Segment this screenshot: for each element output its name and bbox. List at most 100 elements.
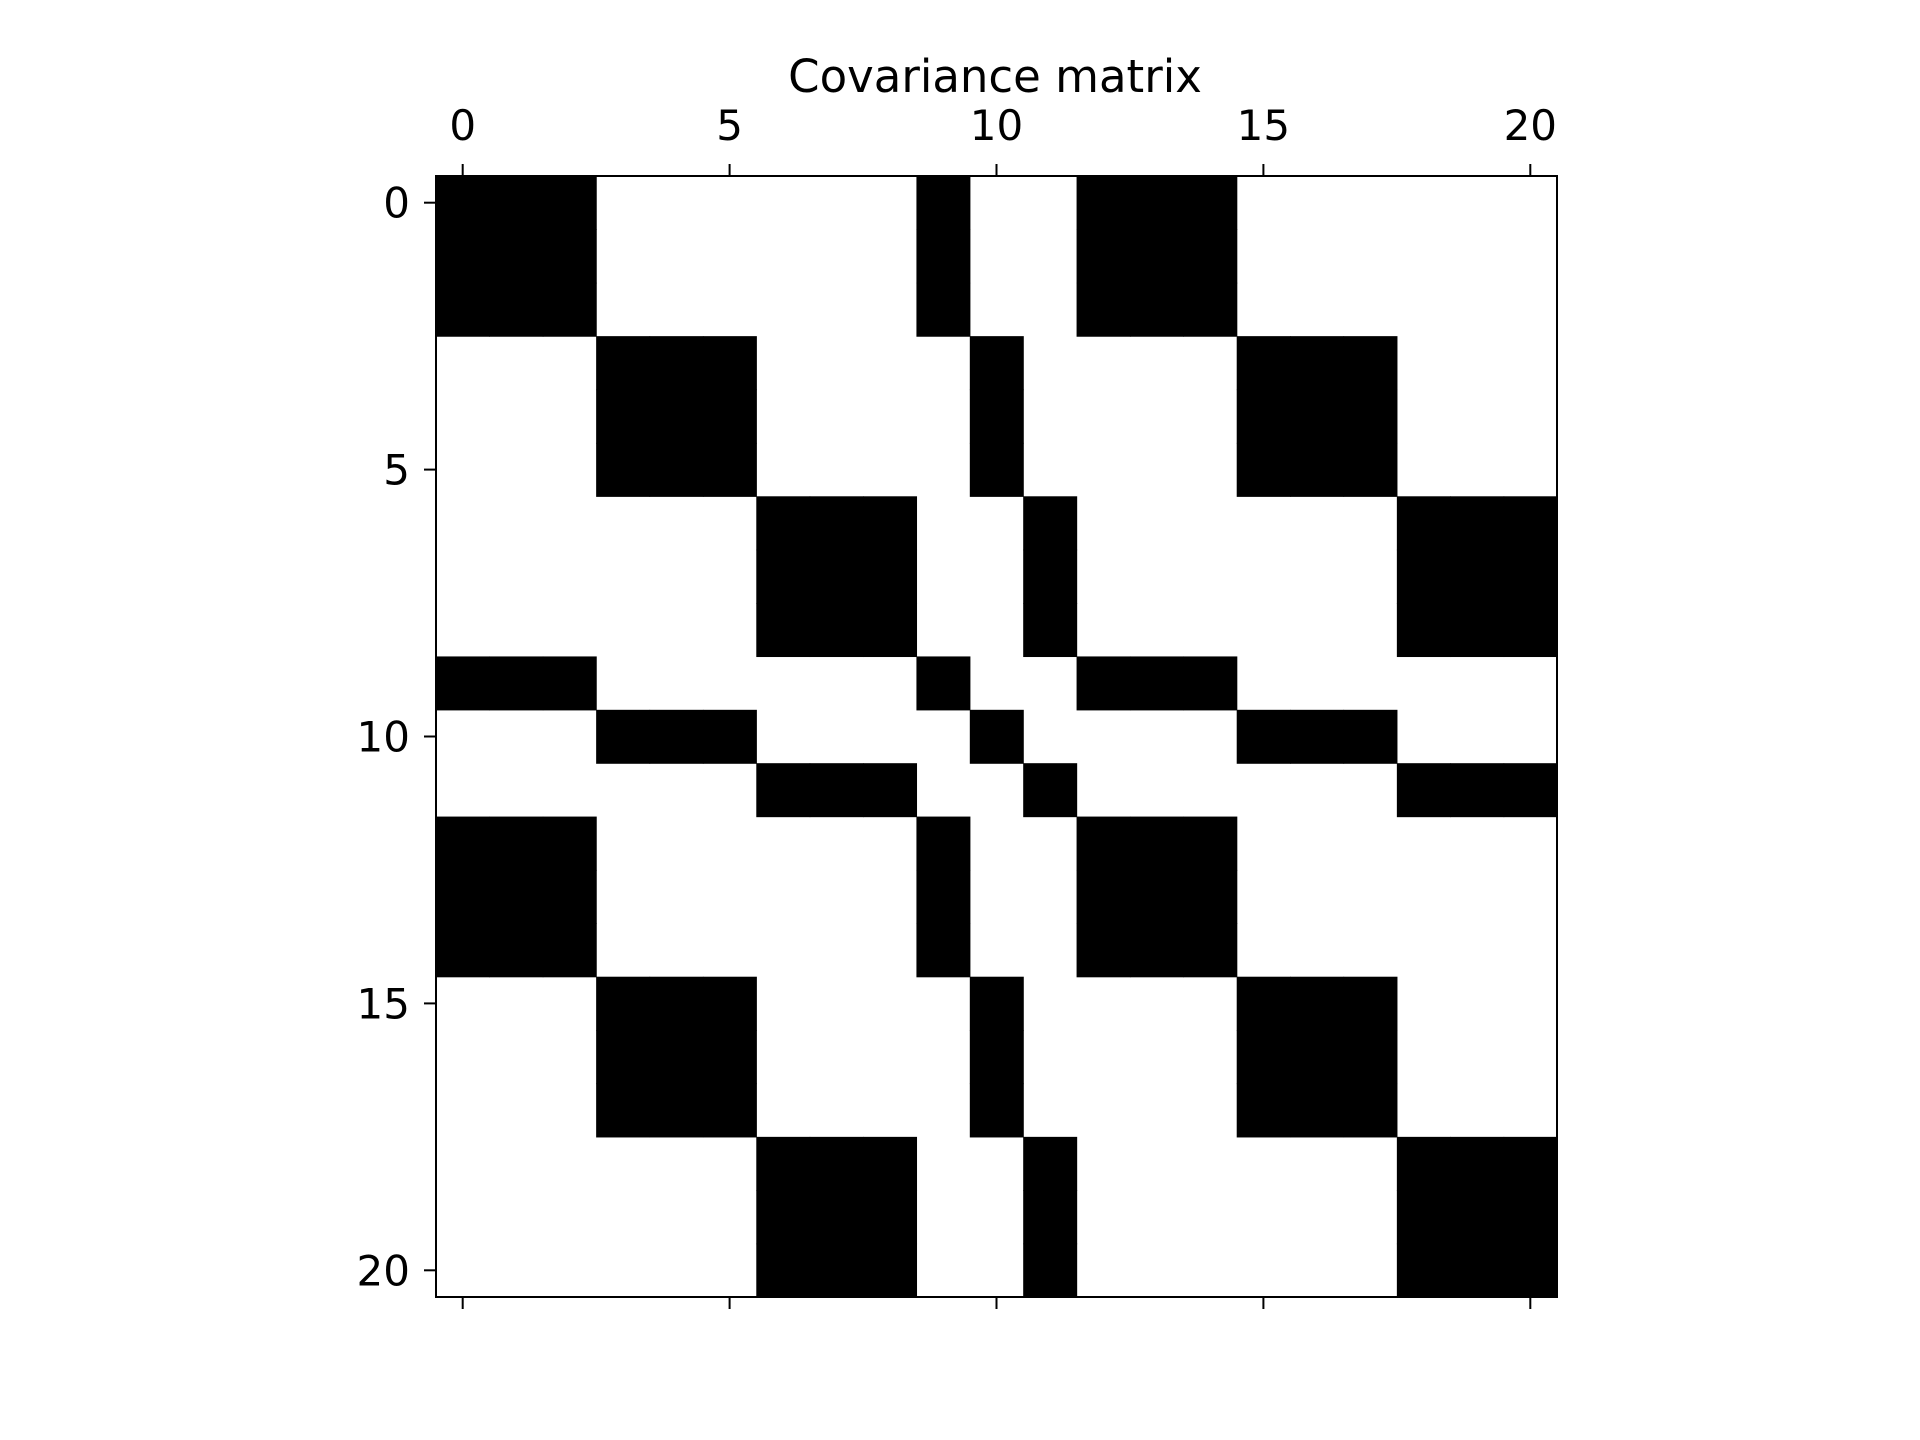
heatmap-cell-15-17 <box>1343 976 1398 1031</box>
heatmap-cell-17-4 <box>649 1083 704 1138</box>
heatmap-cell-9-13 <box>1129 656 1184 711</box>
heatmap-cell-14-13 <box>1129 923 1184 978</box>
x-tick-label-20: 20 <box>1504 101 1557 150</box>
heatmap-cell-9-0 <box>436 656 490 711</box>
x-tick-label-0: 0 <box>449 101 476 150</box>
heatmap-cell-0-13 <box>1129 176 1184 230</box>
heatmap-cell-2-0 <box>436 282 490 337</box>
heatmap-cell-6-11 <box>1023 496 1078 551</box>
heatmap-cell-6-6 <box>756 496 811 551</box>
y-tick-label-20: 20 <box>357 1246 410 1295</box>
heatmap-cell-1-0 <box>436 229 490 284</box>
x-tick-label-15: 15 <box>1237 101 1290 150</box>
heatmap-cell-1-12 <box>1076 229 1131 284</box>
heatmap-cell-14-14 <box>1183 923 1238 978</box>
axis-ticks: 0 5 10 15 20 0 5 10 15 20 <box>357 101 1557 1309</box>
heatmap-cell-12-0 <box>436 816 490 871</box>
heatmap-cell-2-14 <box>1183 282 1238 337</box>
heatmap-cell-6-8 <box>863 496 918 551</box>
heatmap-cell-15-5 <box>702 976 757 1031</box>
heatmap-cell-5-3 <box>596 442 651 497</box>
heatmap-cell-7-7 <box>809 549 864 604</box>
heatmap-cell-20-8 <box>863 1243 918 1298</box>
heatmap-cell-19-11 <box>1023 1190 1078 1245</box>
heatmap-cell-9-14 <box>1183 656 1238 711</box>
heatmap-cell-11-19 <box>1450 763 1505 818</box>
heatmap-cell-3-10 <box>969 336 1024 391</box>
heatmap-cell-14-12 <box>1076 923 1131 978</box>
heatmap-cell-5-17 <box>1343 442 1398 497</box>
heatmap-cell-19-19 <box>1450 1190 1505 1245</box>
heatmap-cell-12-9 <box>916 816 971 871</box>
heatmap-cell-4-17 <box>1343 389 1398 444</box>
heatmap-cell-3-3 <box>596 336 651 391</box>
heatmap-cell-15-15 <box>1236 976 1291 1031</box>
heatmap-cell-7-6 <box>756 549 811 604</box>
heatmap-cell-1-13 <box>1129 229 1184 284</box>
heatmap-cell-10-16 <box>1290 709 1345 764</box>
heatmap-cell-14-9 <box>916 923 971 978</box>
heatmap-cell-19-7 <box>809 1190 864 1245</box>
heatmap-cell-7-11 <box>1023 549 1078 604</box>
heatmap-cell-3-17 <box>1343 336 1398 391</box>
heatmap-cell-20-19 <box>1450 1243 1505 1298</box>
heatmap-cell-2-13 <box>1129 282 1184 337</box>
heatmap-cell-4-10 <box>969 389 1024 444</box>
heatmap-cell-4-16 <box>1290 389 1345 444</box>
heatmap-cell-12-14 <box>1183 816 1238 871</box>
heatmap-cell-16-4 <box>649 1030 704 1085</box>
heatmap-cell-16-3 <box>596 1030 651 1085</box>
heatmap-cell-7-19 <box>1450 549 1505 604</box>
heatmap-cell-2-12 <box>1076 282 1131 337</box>
heatmap-cell-6-7 <box>809 496 864 551</box>
heatmap-cell-15-3 <box>596 976 651 1031</box>
heatmap-cell-7-20 <box>1503 549 1558 604</box>
heatmap-cell-8-8 <box>863 603 918 658</box>
heatmap-cell-2-2 <box>542 282 597 337</box>
heatmap-cell-3-15 <box>1236 336 1291 391</box>
heatmap-cell-17-10 <box>969 1083 1024 1138</box>
heatmap-cell-15-10 <box>969 976 1024 1031</box>
heatmap-cell-9-1 <box>489 656 544 711</box>
heatmap-cell-0-1 <box>489 176 544 230</box>
heatmap-cell-19-6 <box>756 1190 811 1245</box>
heatmap-cell-0-14 <box>1183 176 1238 230</box>
heatmap-cell-6-20 <box>1503 496 1558 551</box>
heatmap-cell-20-7 <box>809 1243 864 1298</box>
heatmap-cell-15-16 <box>1290 976 1345 1031</box>
heatmap-cell-4-15 <box>1236 389 1291 444</box>
heatmap-cell-10-3 <box>596 709 651 764</box>
heatmap-cell-20-20 <box>1503 1243 1558 1298</box>
heatmap-cell-1-2 <box>542 229 597 284</box>
heatmap-cell-16-16 <box>1290 1030 1345 1085</box>
heatmap-cell-12-2 <box>542 816 597 871</box>
heatmap-cell-20-11 <box>1023 1243 1078 1298</box>
heatmap-cell-3-4 <box>649 336 704 391</box>
heatmap-cell-17-3 <box>596 1083 651 1138</box>
heatmap-cell-11-6 <box>756 763 811 818</box>
heatmap-cell-9-2 <box>542 656 597 711</box>
heatmap-cell-9-12 <box>1076 656 1131 711</box>
heatmap-cell-12-13 <box>1129 816 1184 871</box>
heatmap-cell-0-2 <box>542 176 597 230</box>
heatmap-cell-5-5 <box>702 442 757 497</box>
heatmap-cell-12-1 <box>489 816 544 871</box>
heatmap-cell-13-0 <box>436 869 490 924</box>
heatmap-cell-12-12 <box>1076 816 1131 871</box>
heatmap-cell-9-9 <box>916 656 971 711</box>
heatmap-cell-11-18 <box>1396 763 1451 818</box>
heatmap-cell-14-0 <box>436 923 490 978</box>
heatmap-cell-5-4 <box>649 442 704 497</box>
heatmap-cell-10-10 <box>969 709 1024 764</box>
heatmap-cell-6-18 <box>1396 496 1451 551</box>
heatmap-cell-1-9 <box>916 229 971 284</box>
heatmap-cell-0-0 <box>436 176 490 230</box>
heatmap-cell-20-18 <box>1396 1243 1451 1298</box>
heatmap-cell-16-5 <box>702 1030 757 1085</box>
heatmap-cell-18-7 <box>809 1136 864 1191</box>
heatmap-cell-2-9 <box>916 282 971 337</box>
x-tick-label-10: 10 <box>970 101 1023 150</box>
heatmap-cell-17-15 <box>1236 1083 1291 1138</box>
heatmap-cell-10-17 <box>1343 709 1398 764</box>
heatmap-cell-7-8 <box>863 549 918 604</box>
